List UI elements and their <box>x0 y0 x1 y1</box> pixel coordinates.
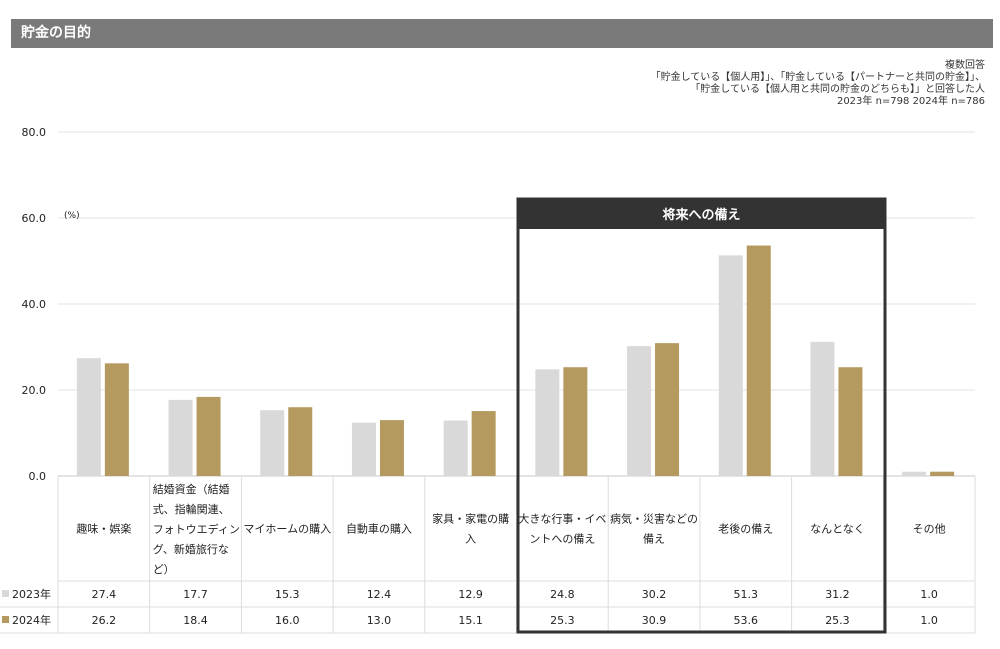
highlight-header <box>518 199 885 229</box>
category-label: 病気・災害などの <box>610 512 698 526</box>
data-label: 17.7 <box>183 588 208 601</box>
header-bar: 貯金の目的 <box>11 19 993 48</box>
data-label: 16.0 <box>275 614 300 627</box>
note-line-1: 複数回答 <box>945 60 985 71</box>
category-label: 老後の備え <box>718 522 773 536</box>
legend-swatch-2023 <box>2 590 9 597</box>
note-line-3: 「貯金している【個人用と共同の貯金のどちらも】」と回答した人 <box>690 84 985 95</box>
data-label: 15.3 <box>275 588 300 601</box>
legend-label: 2024年 <box>12 613 51 627</box>
data-label: 53.6 <box>734 614 759 627</box>
bar-2024 <box>104 363 129 476</box>
data-label: 25.3 <box>825 614 850 627</box>
data-label: 30.9 <box>642 614 667 627</box>
data-label: 26.2 <box>92 614 117 627</box>
data-label: 12.4 <box>367 588 392 601</box>
data-label: 18.4 <box>183 614 208 627</box>
data-label: 31.2 <box>825 588 850 601</box>
data-label: 13.0 <box>367 614 392 627</box>
bar-2023 <box>260 410 285 476</box>
y-tick-label: 20.0 <box>22 384 47 397</box>
bar-2024 <box>838 367 863 476</box>
data-label: 51.3 <box>734 588 759 601</box>
bar-2024 <box>930 471 955 476</box>
bar-2023 <box>902 471 927 476</box>
page-title: 貯金の目的 <box>21 25 91 41</box>
category-label: 大きな行事・イベ <box>518 512 606 526</box>
bar-2024 <box>196 396 221 476</box>
bar-2023 <box>718 255 743 476</box>
bar-2023 <box>168 399 193 476</box>
bar-2023 <box>535 369 560 476</box>
category-label: なんとなく <box>810 523 865 536</box>
legend-swatch-2024 <box>2 616 9 623</box>
category-label: 入 <box>465 533 476 546</box>
bar-2023 <box>627 346 652 476</box>
unit-label: (%) <box>64 211 80 221</box>
y-tick-label: 60.0 <box>22 212 47 225</box>
bar-2023 <box>443 420 468 476</box>
bar-2024 <box>379 420 404 476</box>
data-label: 12.9 <box>458 588 483 601</box>
legend-label: 2023年 <box>12 587 51 601</box>
category-label: マイホームの購入 <box>243 522 331 536</box>
bar-2024 <box>746 245 771 476</box>
highlight-label: 将来への備え <box>662 207 740 223</box>
y-tick-label: 80.0 <box>22 126 47 139</box>
note-line-2: 「貯金している【個人用】」、「貯金している【パートナーと共同の貯金】」、 <box>650 72 985 83</box>
bar-2024 <box>471 411 496 476</box>
category-label: 趣味・娯楽 <box>76 522 131 536</box>
note-line-4: 2023年 n=798 2024年 n=786 <box>836 96 985 107</box>
bar-2023 <box>76 358 101 476</box>
category-label: 備え <box>643 533 665 546</box>
data-label: 1.0 <box>920 588 938 601</box>
bar-2023 <box>351 422 376 476</box>
data-label: 24.8 <box>550 588 575 601</box>
category-label: ントへの備え <box>529 533 595 546</box>
category-label: 自動車の購入 <box>346 522 412 536</box>
data-label: 27.4 <box>92 588 117 601</box>
category-label: ど） <box>153 563 175 576</box>
y-tick-label: 0.0 <box>29 470 47 483</box>
data-label: 1.0 <box>920 614 938 627</box>
bar-2024 <box>563 367 588 476</box>
category-label: その他 <box>913 523 946 536</box>
category-label: 家具・家電の購 <box>432 512 509 526</box>
bar-2024 <box>288 407 313 476</box>
category-label: 結婚資金（結婚 <box>153 482 230 496</box>
data-label: 30.2 <box>642 588 667 601</box>
category-label: 式、指輪関連、 <box>153 502 230 516</box>
bar-2023 <box>810 341 835 476</box>
category-label: フォトウエディン <box>153 522 240 536</box>
bar-2024 <box>655 343 680 476</box>
category-label: グ、新婚旅行な <box>153 542 229 556</box>
data-label: 25.3 <box>550 614 575 627</box>
y-tick-label: 40.0 <box>22 298 47 311</box>
data-label: 15.1 <box>458 614 483 627</box>
